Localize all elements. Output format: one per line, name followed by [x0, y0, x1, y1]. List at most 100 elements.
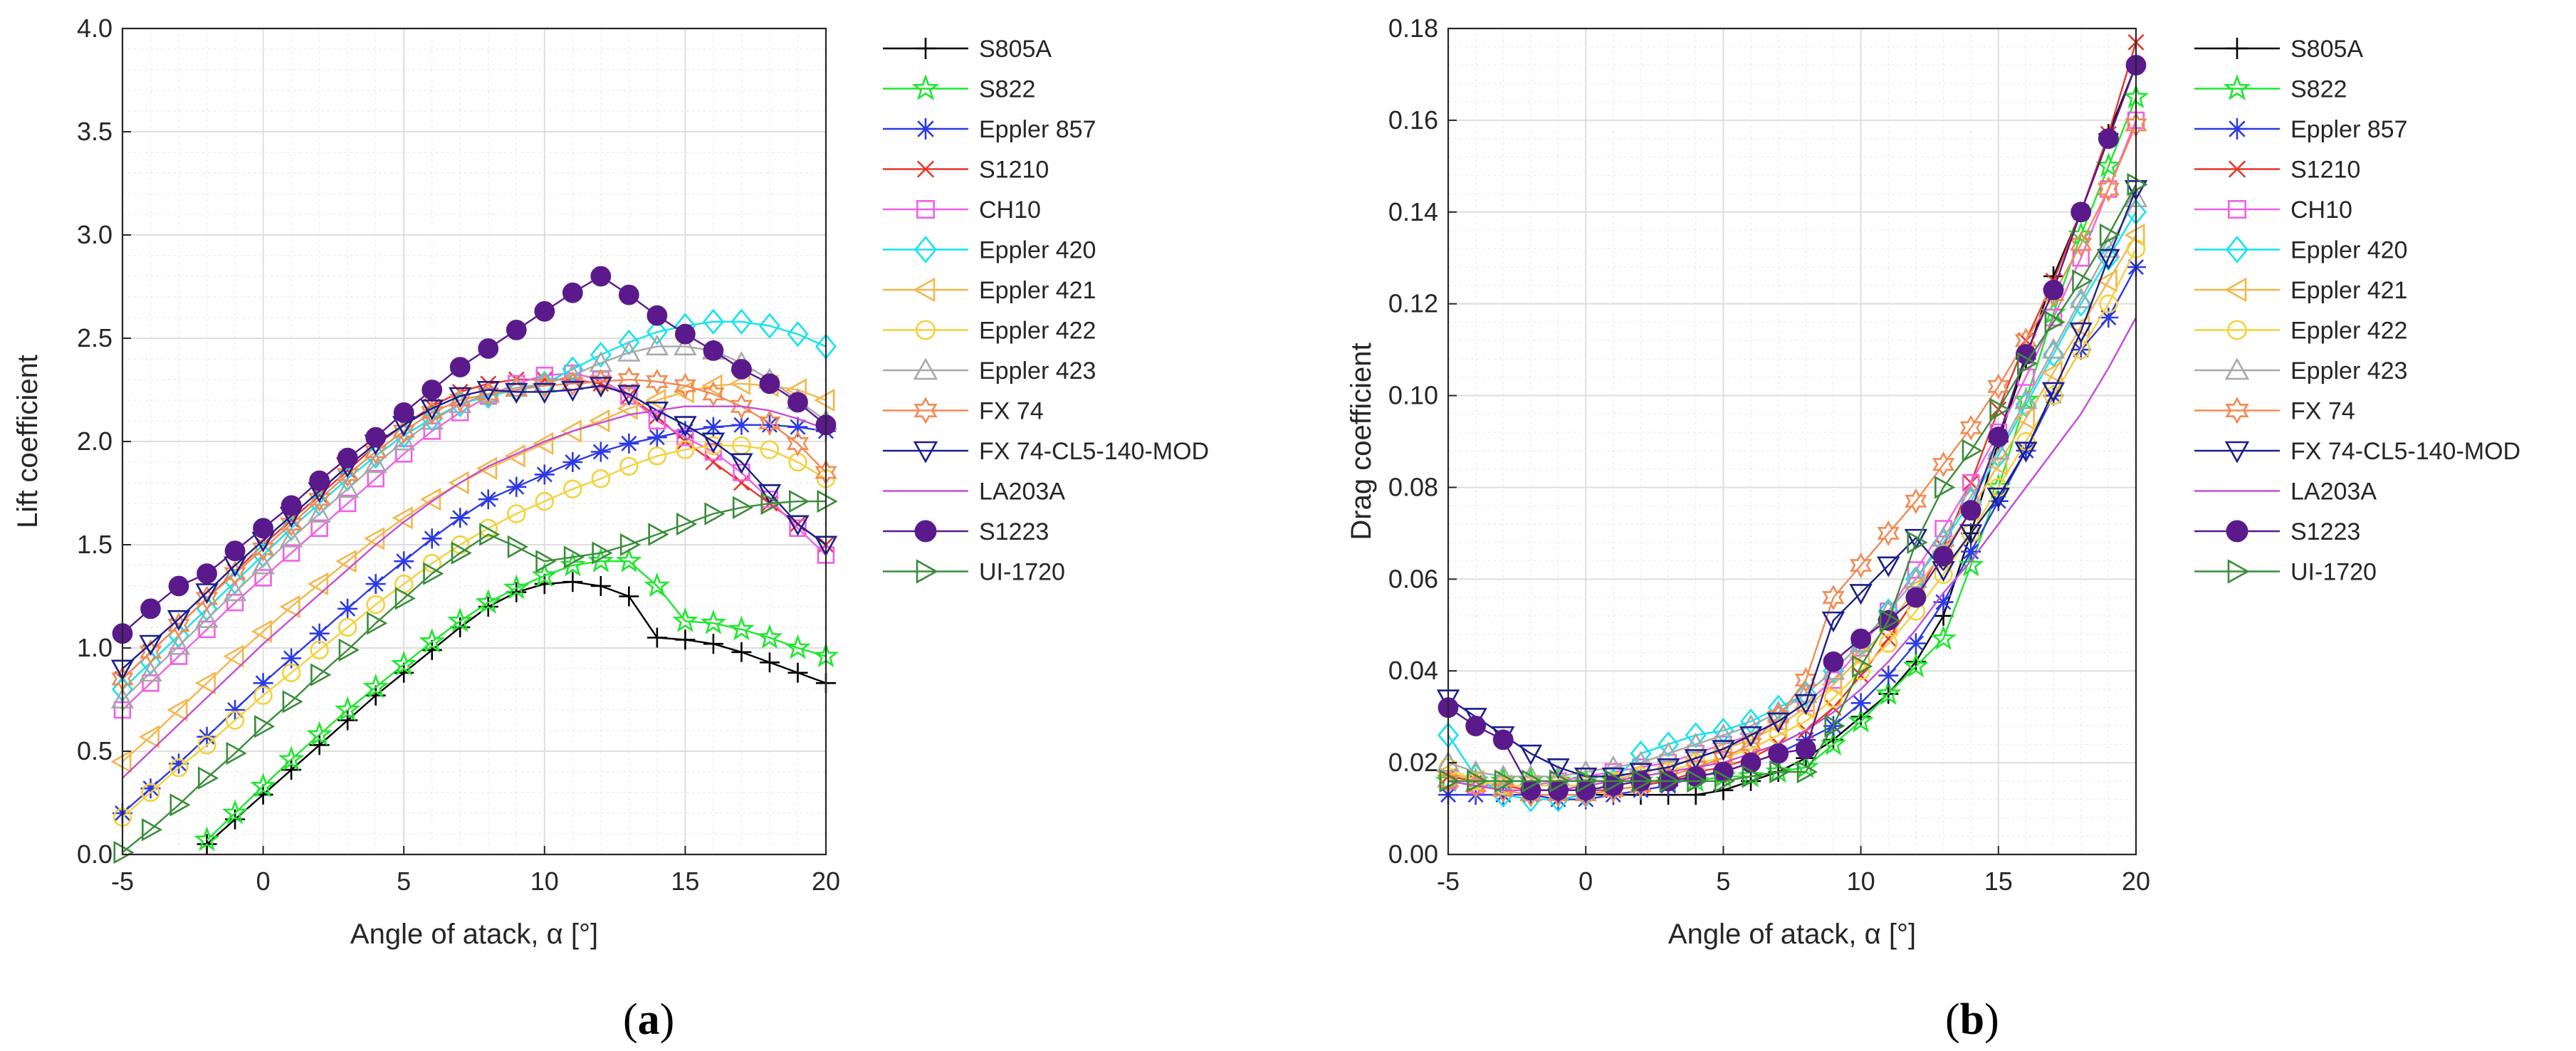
chart-a-data-point [507, 535, 528, 559]
legend-label: Eppler 420 [979, 237, 1096, 264]
chart-b-data-point [1576, 769, 1598, 793]
chart-a-data-point [364, 439, 387, 465]
legend-label: UI-1720 [2290, 559, 2377, 586]
chart-a-data-point [392, 429, 416, 451]
chart-a-data-point [786, 515, 810, 536]
chart-b-data-point [1768, 743, 1789, 764]
chart-b-y-tick-label: 0.02 [1388, 748, 1438, 777]
legend-marker-swatch [916, 160, 935, 178]
chart-a-data-point [253, 686, 273, 705]
legend-label: Eppler 857 [2290, 116, 2407, 143]
chart-a-data-point [167, 612, 190, 639]
legend-item: S1210 [883, 157, 1049, 184]
chart-b-series-s1210 [1440, 33, 2145, 799]
chart-b-data-point [1907, 530, 1928, 554]
chart-a-y-tick-label: 2.0 [77, 427, 112, 456]
chart-b-y-tick-label: 0.06 [1388, 564, 1438, 593]
chart-a-x-tick-label: 5 [397, 867, 411, 896]
legend-marker-swatch [2228, 160, 2246, 178]
chart-b-data-point [1961, 541, 1981, 562]
chart-a-data-point [675, 323, 696, 345]
chart-a-data-point [787, 417, 808, 437]
chart-a-data-point [590, 441, 611, 462]
chart-a-data-point [787, 392, 808, 413]
legend-label: S1210 [979, 157, 1049, 184]
chart-a-legend: S805A S822 Eppler 857 S1210 CH10 Eppler 420 Ep… [883, 36, 1209, 586]
chart-b-data-point [2069, 287, 2093, 308]
legend-item: S822 [883, 74, 1035, 103]
chart-b-data-point [1604, 769, 1625, 793]
chart-b-data-point [1988, 427, 2009, 447]
chart-a-data-point [281, 495, 302, 516]
legend-item: S1223 [883, 518, 1049, 545]
chart-b-data-point [1714, 769, 1736, 793]
chart-b-panel-label: (b) [1945, 995, 1999, 1044]
chart-b-data-point [1712, 717, 1734, 744]
chart-a-series-line [122, 378, 827, 680]
legend-marker-swatch [2226, 236, 2248, 263]
chart-a-data-point [590, 342, 612, 368]
chart-a-data-point [449, 357, 471, 377]
chart-b-data-point [1959, 524, 1983, 545]
chart-a-data-point [366, 595, 385, 615]
chart-a-data-point [814, 388, 835, 412]
chart-a-data-point [646, 427, 667, 448]
chart-b-data-point [1853, 667, 1870, 684]
chart-a-series-line [122, 500, 826, 854]
chart-a-data-point [334, 696, 361, 721]
chart-b-data-point [2014, 388, 2038, 409]
chart-a-data-point [308, 486, 331, 513]
chart-a-data-point [563, 545, 585, 569]
legend-item: Eppler 422 [883, 318, 1096, 345]
chart-a-data-point [197, 563, 217, 584]
chart-a-series-eppler-420 [112, 308, 837, 703]
legend-item: Eppler 857 [2194, 116, 2407, 143]
chart-a-data-point [703, 340, 724, 361]
chart-a-series-line [122, 444, 827, 818]
legend-item: S1210 [2194, 157, 2360, 184]
chart-a-data-point [646, 305, 668, 326]
legend-marker-swatch [2224, 277, 2247, 303]
chart-a-data-point [786, 430, 810, 456]
chart-a-data-point [223, 644, 244, 668]
chart-b-data-point [1850, 693, 1871, 713]
chart-a-panel-open: ( [623, 995, 638, 1044]
legend-label: FX 74 [979, 398, 1044, 425]
legend-label: Eppler 420 [2290, 237, 2407, 264]
chart-b-data-point [1879, 634, 1898, 653]
chart-a-data-point [674, 334, 697, 356]
chart-a-data-point [394, 551, 414, 572]
chart-a-data-point [676, 440, 695, 459]
legend-label: LA203A [2290, 479, 2377, 506]
chart-b-data-point [1849, 584, 1873, 605]
chart-a-data-point [644, 572, 671, 597]
chart-a-data-point [139, 639, 162, 665]
chart-a-series-eppler-422 [112, 436, 836, 827]
chart-a-data-point [645, 388, 666, 412]
legend-marker-swatch [2224, 357, 2250, 380]
chart-a-data-point [198, 766, 219, 790]
chart-a-data-point [731, 414, 752, 435]
chart-a-data-point [592, 541, 613, 565]
legend-marker-swatch [915, 38, 936, 59]
chart-b-data-point [1959, 414, 1982, 441]
chart-b-data-point [2100, 180, 2117, 198]
chart-a-data-point [590, 266, 612, 287]
chart-a-data-point [167, 634, 191, 655]
legend-item: UI-1720 [2194, 559, 2377, 586]
chart-b-data-point [1930, 624, 1957, 650]
chart-a-data-point [506, 476, 527, 497]
chart-a-data-point [168, 575, 189, 597]
chart-a-data-point [728, 615, 755, 641]
chart-b-data-point [1957, 551, 1984, 577]
chart-a-data-point [563, 479, 582, 498]
chart-b-data-point [2070, 202, 2092, 223]
chart-a-y-axis-label: Lift coefficient [12, 355, 43, 528]
chart-a-data-point [645, 334, 669, 356]
legend-label: Eppler 423 [2290, 357, 2407, 385]
chart-b-series-line [1447, 189, 2137, 778]
chart-a-data-point [141, 783, 160, 802]
chart-a-data-point [392, 418, 415, 444]
chart-a-data-point [646, 627, 667, 648]
